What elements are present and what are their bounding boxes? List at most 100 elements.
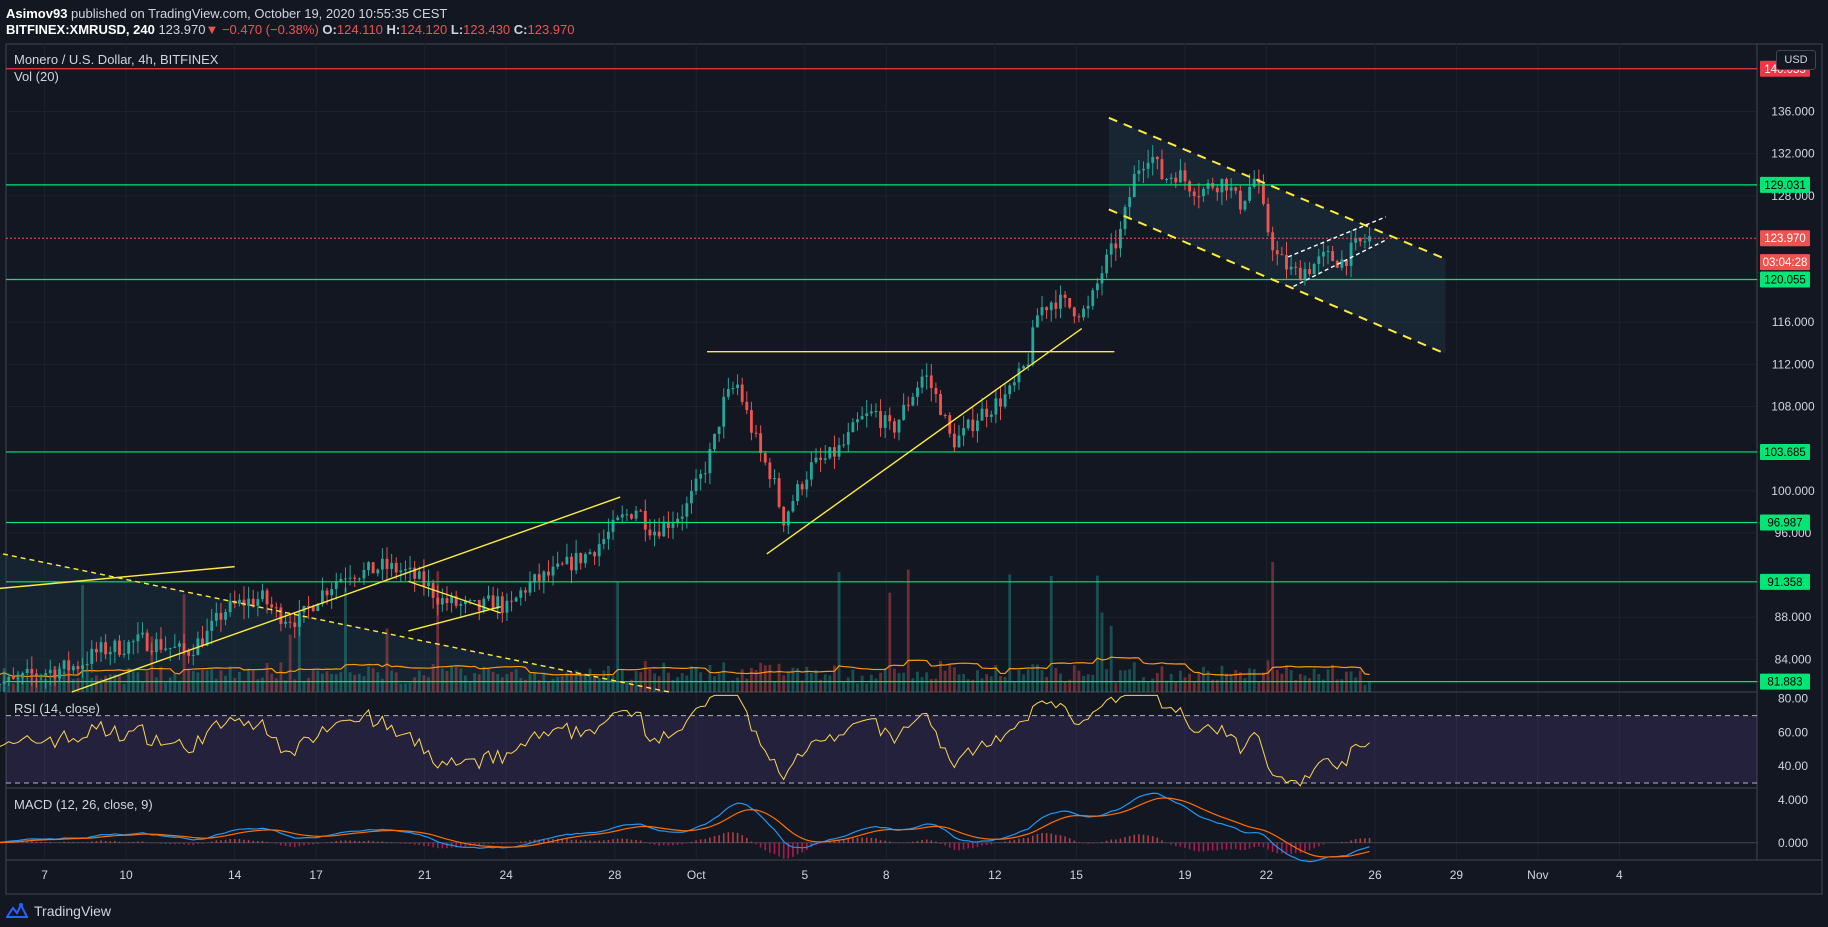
volume-bar [297,618,301,692]
volume-bar [703,682,707,692]
volume-bar [320,673,324,692]
volume-bar [736,677,739,692]
publisher-name[interactable]: Asimov93 [6,6,68,21]
volume-bar [920,676,924,692]
wedge-fill [0,553,670,692]
candle-body [768,462,772,480]
candle-body [113,640,117,652]
candle-body [1303,269,1307,281]
volume-bar [164,682,168,692]
volume-bar [279,662,283,692]
time-axis-tick: 15 [1070,868,1084,882]
volume-bar [708,664,712,692]
candle-body [482,598,486,611]
candle-body [662,521,666,537]
candle-body [39,675,43,677]
candle-body [1331,251,1335,261]
candle-body [537,574,541,581]
volume-bar [344,587,347,692]
price-badge [1760,254,1810,271]
candle-body [48,669,52,674]
brand-text[interactable]: TradingView [34,903,112,919]
candle-body [376,569,380,574]
volume-bar [745,678,749,692]
candle-body [7,676,11,681]
macd-signal-line [0,797,1370,858]
candle-body [205,630,209,646]
candle-body [108,651,112,655]
candle-body [597,544,601,557]
candle-body [888,415,892,422]
volume-bar [71,679,75,692]
volume-bar [118,676,121,692]
volume-bar [1225,673,1228,692]
volume-bar [334,674,338,692]
volume-bar [547,681,550,692]
currency-button[interactable]: USD [1776,50,1816,70]
candle-body [219,612,223,620]
candle-body [648,529,652,536]
candle-body [690,491,693,504]
candle-body [487,595,490,599]
volume-bar [1142,677,1145,692]
tradingview-logo-icon[interactable] [6,901,28,921]
volume-bar [593,677,596,692]
volume-bar [1220,665,1224,692]
candle-body [1363,241,1367,243]
volume-bar [1308,678,1311,692]
candle-body [357,578,361,580]
volume-bar [408,682,412,692]
candle-body [491,595,495,609]
candle-body [583,554,587,564]
volume-bar [1063,681,1067,692]
volume-bar [431,664,435,692]
candle-body [911,396,915,406]
candle-body [459,604,463,606]
candle-body [1294,266,1298,268]
candle-body [1266,203,1270,233]
candle-body [367,562,370,571]
volume-bar [643,661,647,692]
candle-body [251,598,255,606]
candle-body [85,663,89,666]
volume-bar [1035,664,1039,692]
volume-bar [357,673,361,692]
volume-ma-line [0,656,1370,678]
volume-bar [422,675,426,692]
candle-body [1271,232,1275,251]
volume-bar [459,668,463,692]
volume-bar [256,679,260,692]
volume-bar [888,592,892,692]
candle-body [348,577,352,579]
candle-body [574,552,578,571]
candle-body [828,447,832,459]
candle-body [943,414,947,416]
main-pane-title: Monero / U.S. Dollar, 4h, BITFINEX [14,52,219,67]
candle-body [76,666,80,670]
low-value: 123.430 [463,22,511,37]
chart-canvas[interactable]: 136.000132.000128.000116.000112.000108.0… [0,42,1828,895]
candle-body [639,510,643,512]
candle-body [201,638,204,646]
candle-body [528,582,532,593]
volume-bar [616,581,620,692]
candle-body [164,648,168,650]
volume-bar [989,676,993,692]
candle-body [962,428,966,436]
candle-body [1059,294,1062,309]
volume-bar [463,675,467,692]
candle-body [141,632,144,635]
volume-bar [929,679,933,692]
volume-bar [127,668,131,692]
volume-bar [104,675,108,692]
price-badge-label: 81.883 [1767,677,1802,689]
volume-bar [749,667,753,692]
volume-bar [413,677,417,692]
candle-body [906,404,910,406]
candle-body [514,597,518,602]
candle-body [666,521,670,528]
time-axis-tick: 29 [1450,868,1464,882]
candle-body [1340,259,1344,268]
volume-bar [1105,669,1109,692]
volume-bar [865,683,869,692]
